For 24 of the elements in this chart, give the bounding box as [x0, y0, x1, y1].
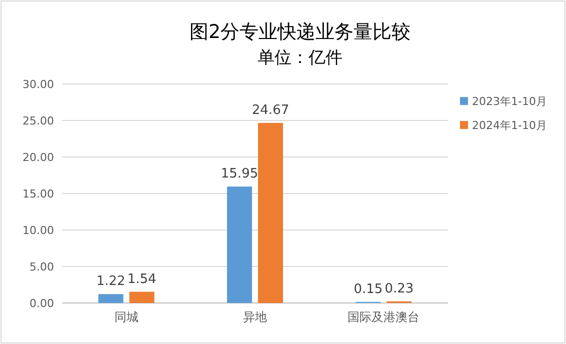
x-tick-label: 国际及港澳台: [348, 310, 420, 324]
y-tick-label: 25.00: [22, 114, 54, 128]
data-label: 15.95: [220, 166, 258, 182]
y-tick-label: 10.00: [22, 224, 54, 237]
y-tick-label: 30.00: [22, 78, 54, 91]
bar: [129, 292, 154, 303]
x-tick-label: 同城: [114, 310, 138, 324]
y-tick-label: 5.00: [30, 260, 54, 274]
data-label: 24.67: [252, 102, 290, 118]
y-tick-label: 20.00: [22, 151, 54, 164]
x-tick-label: 异地: [243, 310, 267, 324]
y-tick-label: 0.00: [30, 297, 54, 310]
bar: [227, 186, 252, 303]
data-label: 1.22: [96, 274, 126, 290]
data-label: 0.15: [354, 282, 383, 297]
legend-label: 2024年1-10月: [472, 119, 547, 132]
legend-label: 2023年1-10月: [472, 95, 547, 108]
chart-subtitle: 单位：亿件: [258, 48, 342, 68]
data-label: 1.54: [127, 272, 156, 287]
data-label: 0.23: [384, 281, 414, 296]
bar: [258, 122, 283, 303]
y-tick-label: 15.00: [22, 188, 54, 200]
chart-title: 图2分专业快递业务量比较: [189, 21, 411, 43]
bar: [98, 294, 124, 303]
